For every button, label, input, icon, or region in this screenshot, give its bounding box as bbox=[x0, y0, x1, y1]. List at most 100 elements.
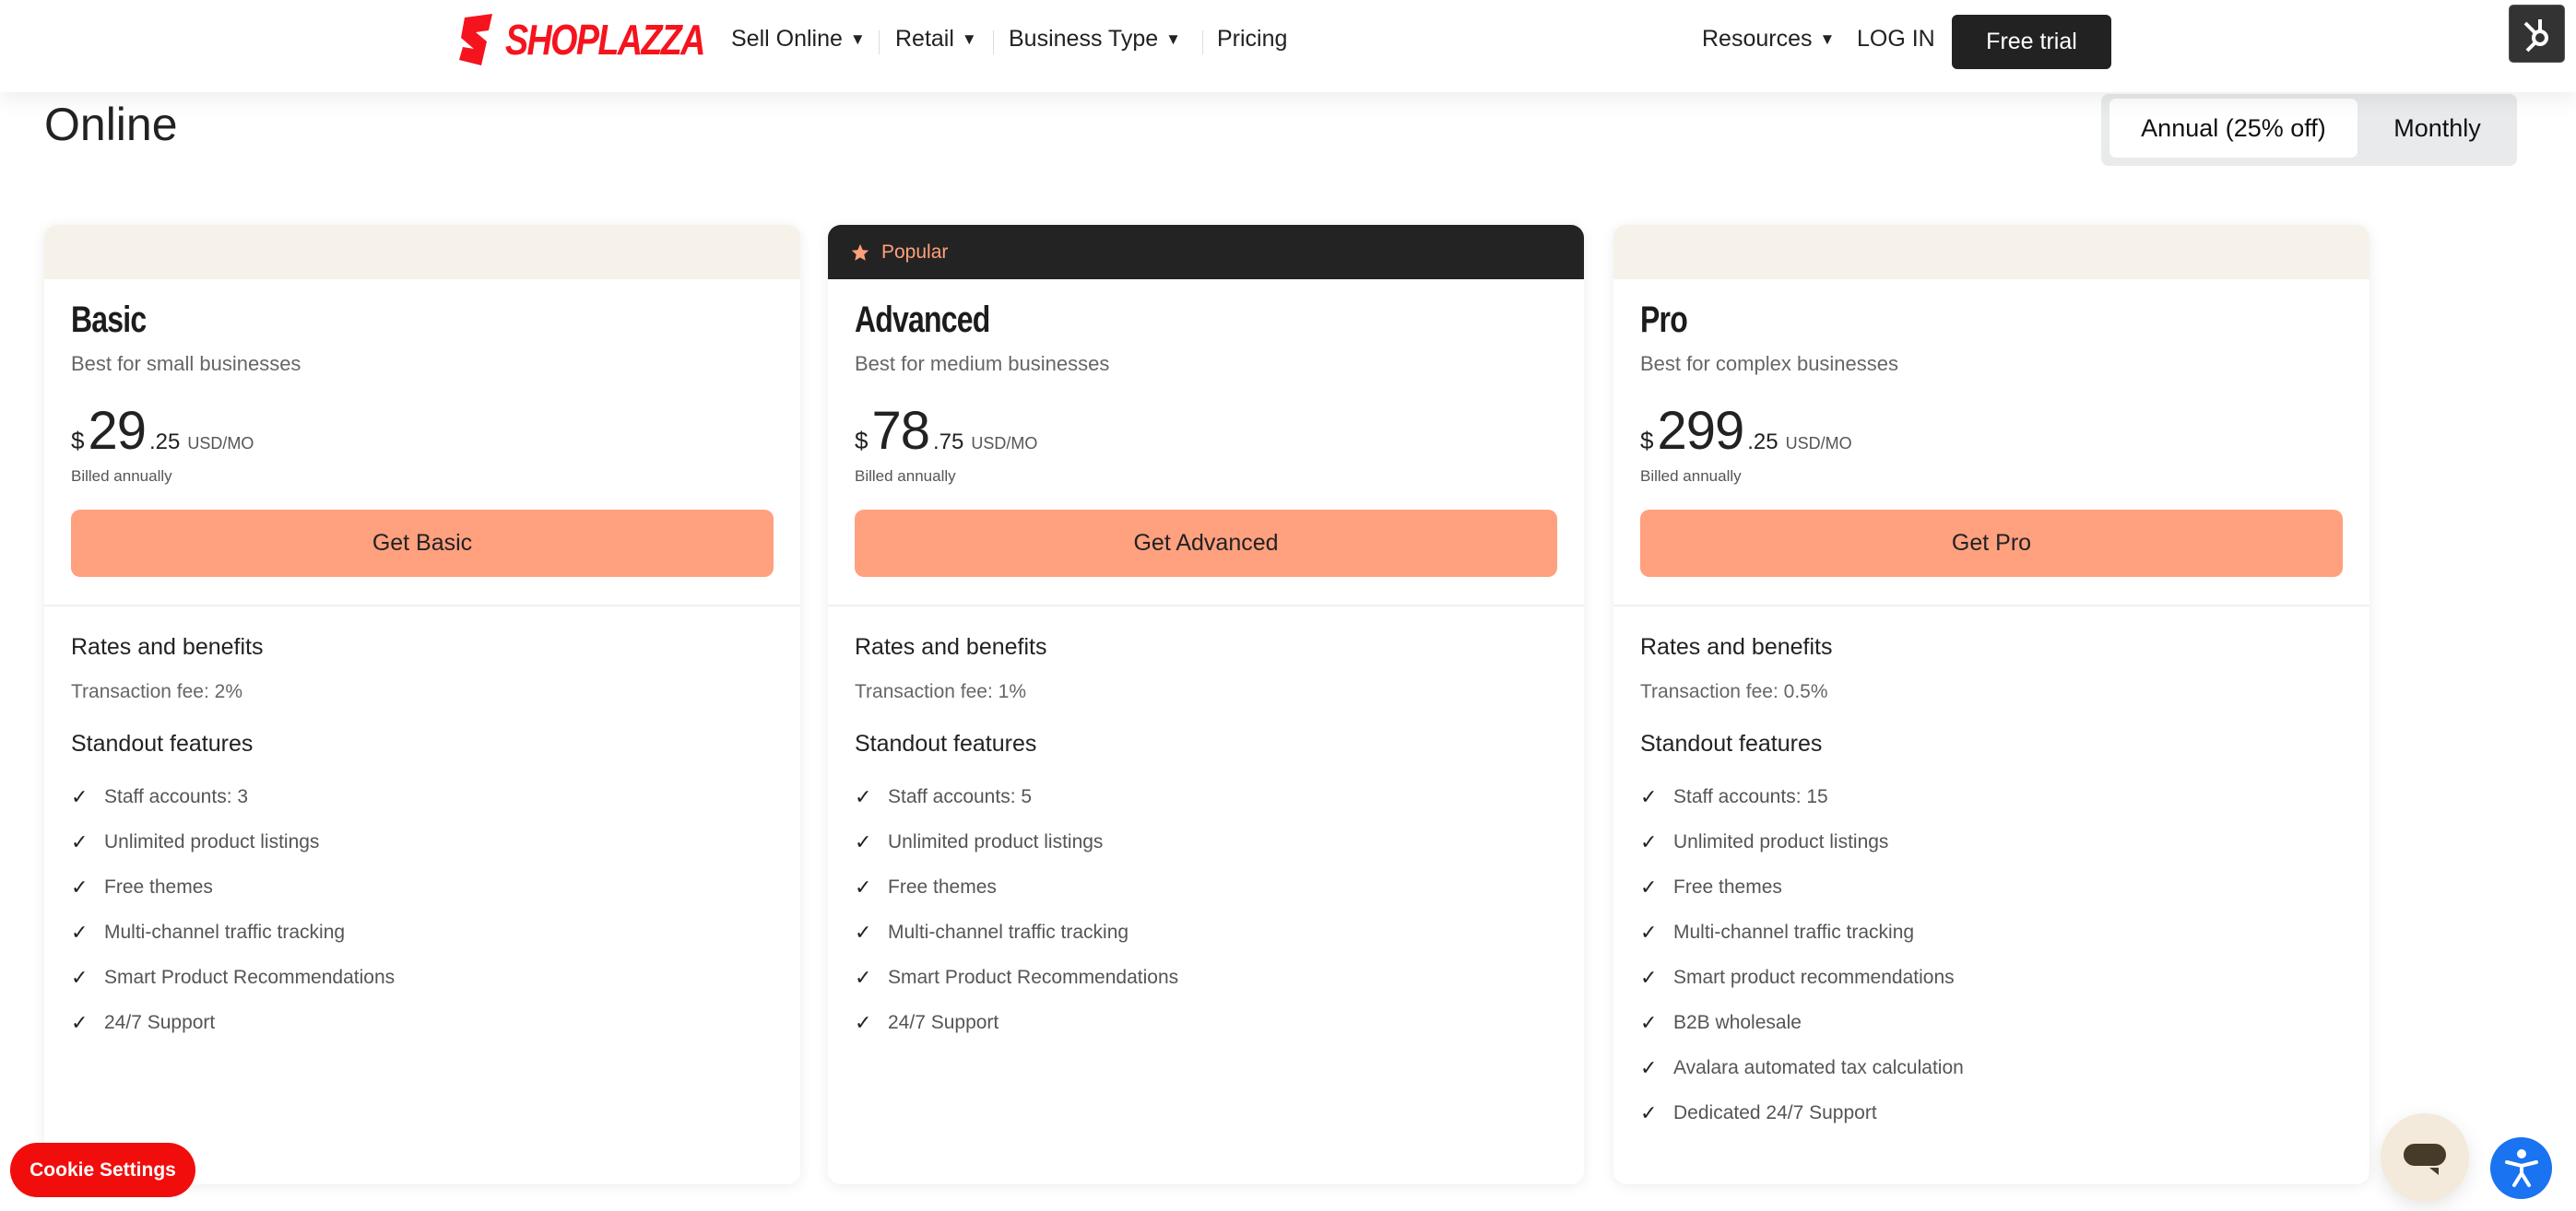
nav-retail[interactable]: Retail ▼ bbox=[895, 26, 977, 53]
feature-item: ✓ Multi-channel traffic tracking bbox=[1640, 910, 2343, 955]
feature-item: ✓ Avalara automated tax calculation bbox=[1640, 1045, 2343, 1090]
feature-text: Unlimited product listings bbox=[1673, 830, 1889, 852]
check-icon: ✓ bbox=[1640, 784, 1658, 808]
feature-item: ✓ 24/7 Support bbox=[71, 1000, 774, 1045]
nav-resources[interactable]: Resources ▼ bbox=[1702, 26, 1835, 53]
card-band bbox=[1613, 225, 2369, 279]
feature-text: Free themes bbox=[888, 876, 997, 898]
price-unit: USD/MO bbox=[187, 434, 254, 453]
check-icon: ✓ bbox=[1640, 965, 1658, 989]
transaction-fee: Transaction fee: 0.5% bbox=[1640, 681, 1828, 702]
divider bbox=[828, 605, 1584, 606]
get-plan-button[interactable]: Get Pro bbox=[1640, 510, 2343, 577]
feature-text: 24/7 Support bbox=[888, 1011, 999, 1033]
logo-mark-icon bbox=[459, 14, 492, 65]
check-icon: ✓ bbox=[71, 829, 89, 853]
shoplazza-logo[interactable]: SHOPLAZZA bbox=[455, 13, 748, 66]
hubspot-icon bbox=[2523, 18, 2548, 52]
feature-item: ✓ Free themes bbox=[1640, 864, 2343, 910]
plan-card-pro: Pro Best for complex businesses $ 299 .2… bbox=[1613, 225, 2369, 1184]
plan-price: $ 78 .75 USD/MO bbox=[855, 400, 1557, 462]
price-currency: $ bbox=[71, 427, 85, 454]
nav-label: Resources bbox=[1702, 26, 1813, 52]
nav-label: Sell Online bbox=[731, 26, 843, 52]
check-icon: ✓ bbox=[71, 784, 89, 808]
feature-item: ✓ Free themes bbox=[71, 864, 774, 910]
feature-text: Dedicated 24/7 Support bbox=[1673, 1101, 1877, 1123]
check-icon: ✓ bbox=[1640, 875, 1658, 899]
price-whole: 78 bbox=[871, 401, 930, 461]
toggle-monthly[interactable]: Monthly bbox=[2393, 113, 2481, 142]
nav-label: Pricing bbox=[1217, 26, 1288, 52]
feature-item: ✓ 24/7 Support bbox=[855, 1000, 1557, 1045]
caret-down-icon: ▼ bbox=[961, 29, 977, 48]
feature-item: ✓ Unlimited product listings bbox=[1640, 819, 2343, 864]
feature-text: Multi-channel traffic tracking bbox=[104, 921, 346, 943]
cookie-settings-button[interactable]: Cookie Settings bbox=[10, 1143, 195, 1197]
logo-text: SHOPLAZZA bbox=[505, 16, 705, 64]
check-icon: ✓ bbox=[855, 1010, 872, 1034]
feature-item: ✓ Unlimited product listings bbox=[855, 819, 1557, 864]
plan-price: $ 299 .25 USD/MO bbox=[1640, 400, 2343, 462]
feature-list: ✓ Staff accounts: 3 ✓ Unlimited product lis… bbox=[71, 774, 774, 1045]
nav-divider bbox=[993, 30, 994, 54]
accessibility-button[interactable] bbox=[2490, 1137, 2552, 1199]
toggle-annual[interactable]: Annual (25% off) bbox=[2109, 99, 2357, 158]
price-cents: .25 bbox=[148, 429, 181, 454]
feature-text: Unlimited product listings bbox=[888, 830, 1104, 852]
feature-item: ✓ Smart Product Recommendations bbox=[855, 955, 1557, 1000]
divider bbox=[44, 605, 800, 606]
accessibility-icon bbox=[2504, 1148, 2538, 1187]
get-plan-button[interactable]: Get Advanced bbox=[855, 510, 1557, 577]
feature-text: Staff accounts: 3 bbox=[104, 785, 249, 807]
check-icon: ✓ bbox=[855, 965, 872, 989]
feature-item: ✓ Dedicated 24/7 Support bbox=[1640, 1090, 2343, 1135]
feature-list: ✓ Staff accounts: 15 ✓ Unlimited product li… bbox=[1640, 774, 2343, 1135]
plan-subtitle: Best for medium businesses bbox=[855, 352, 1110, 375]
feature-item: ✓ Free themes bbox=[855, 864, 1557, 910]
price-whole: 29 bbox=[88, 401, 147, 461]
hubspot-button[interactable] bbox=[2509, 5, 2565, 63]
plan-card-basic: Basic Best for small businesses $ 29 .25… bbox=[44, 225, 800, 1184]
check-icon: ✓ bbox=[71, 875, 89, 899]
nav-sell-online[interactable]: Sell Online ▼ bbox=[731, 26, 866, 53]
nav-business-type[interactable]: Business Type ▼ bbox=[1009, 26, 1181, 53]
rates-heading: Rates and benefits bbox=[855, 634, 1047, 660]
caret-down-icon: ▼ bbox=[1819, 29, 1836, 48]
chat-button[interactable] bbox=[2381, 1113, 2469, 1202]
feature-text: Avalara automated tax calculation bbox=[1673, 1056, 1964, 1078]
popular-band: Popular bbox=[828, 225, 1584, 279]
check-icon: ✓ bbox=[1640, 920, 1658, 944]
check-icon: ✓ bbox=[71, 965, 89, 989]
feature-item: ✓ Staff accounts: 5 bbox=[855, 774, 1557, 819]
feature-item: ✓ Multi-channel traffic tracking bbox=[71, 910, 774, 955]
check-icon: ✓ bbox=[855, 920, 872, 944]
billing-note: Billed annually bbox=[855, 467, 956, 485]
feature-text: Multi-channel traffic tracking bbox=[1673, 921, 1915, 943]
feature-item: ✓ B2B wholesale bbox=[1640, 1000, 2343, 1045]
plan-card-advanced: Popular Advanced Best for medium busines… bbox=[828, 225, 1584, 1184]
feature-text: 24/7 Support bbox=[104, 1011, 216, 1033]
feature-text: Smart product recommendations bbox=[1673, 966, 1955, 988]
plan-subtitle: Best for small businesses bbox=[71, 352, 301, 375]
price-currency: $ bbox=[1640, 427, 1654, 454]
check-icon: ✓ bbox=[71, 920, 89, 944]
plan-price: $ 29 .25 USD/MO bbox=[71, 400, 774, 462]
check-icon: ✓ bbox=[855, 784, 872, 808]
login-link[interactable]: LOG IN bbox=[1857, 26, 1935, 52]
popular-badge: Popular bbox=[881, 241, 949, 263]
caret-down-icon: ▼ bbox=[1165, 29, 1181, 48]
billing-toggle: Annual (25% off) Monthly bbox=[2101, 94, 2517, 166]
features-heading: Standout features bbox=[1640, 731, 1823, 757]
price-whole: 299 bbox=[1657, 401, 1744, 461]
site-header: SHOPLAZZA Sell Online ▼ Retail ▼ Business … bbox=[0, 0, 2576, 92]
features-heading: Standout features bbox=[855, 731, 1037, 757]
get-plan-button[interactable]: Get Basic bbox=[71, 510, 774, 577]
free-trial-button[interactable]: Free trial bbox=[1952, 15, 2111, 69]
feature-item: ✓ Smart product recommendations bbox=[1640, 955, 2343, 1000]
feature-item: ✓ Unlimited product listings bbox=[71, 819, 774, 864]
nav-label: Business Type bbox=[1009, 26, 1159, 52]
nav-pricing[interactable]: Pricing bbox=[1217, 26, 1287, 53]
chat-bubble-icon bbox=[2404, 1144, 2446, 1175]
check-icon: ✓ bbox=[71, 1010, 89, 1034]
